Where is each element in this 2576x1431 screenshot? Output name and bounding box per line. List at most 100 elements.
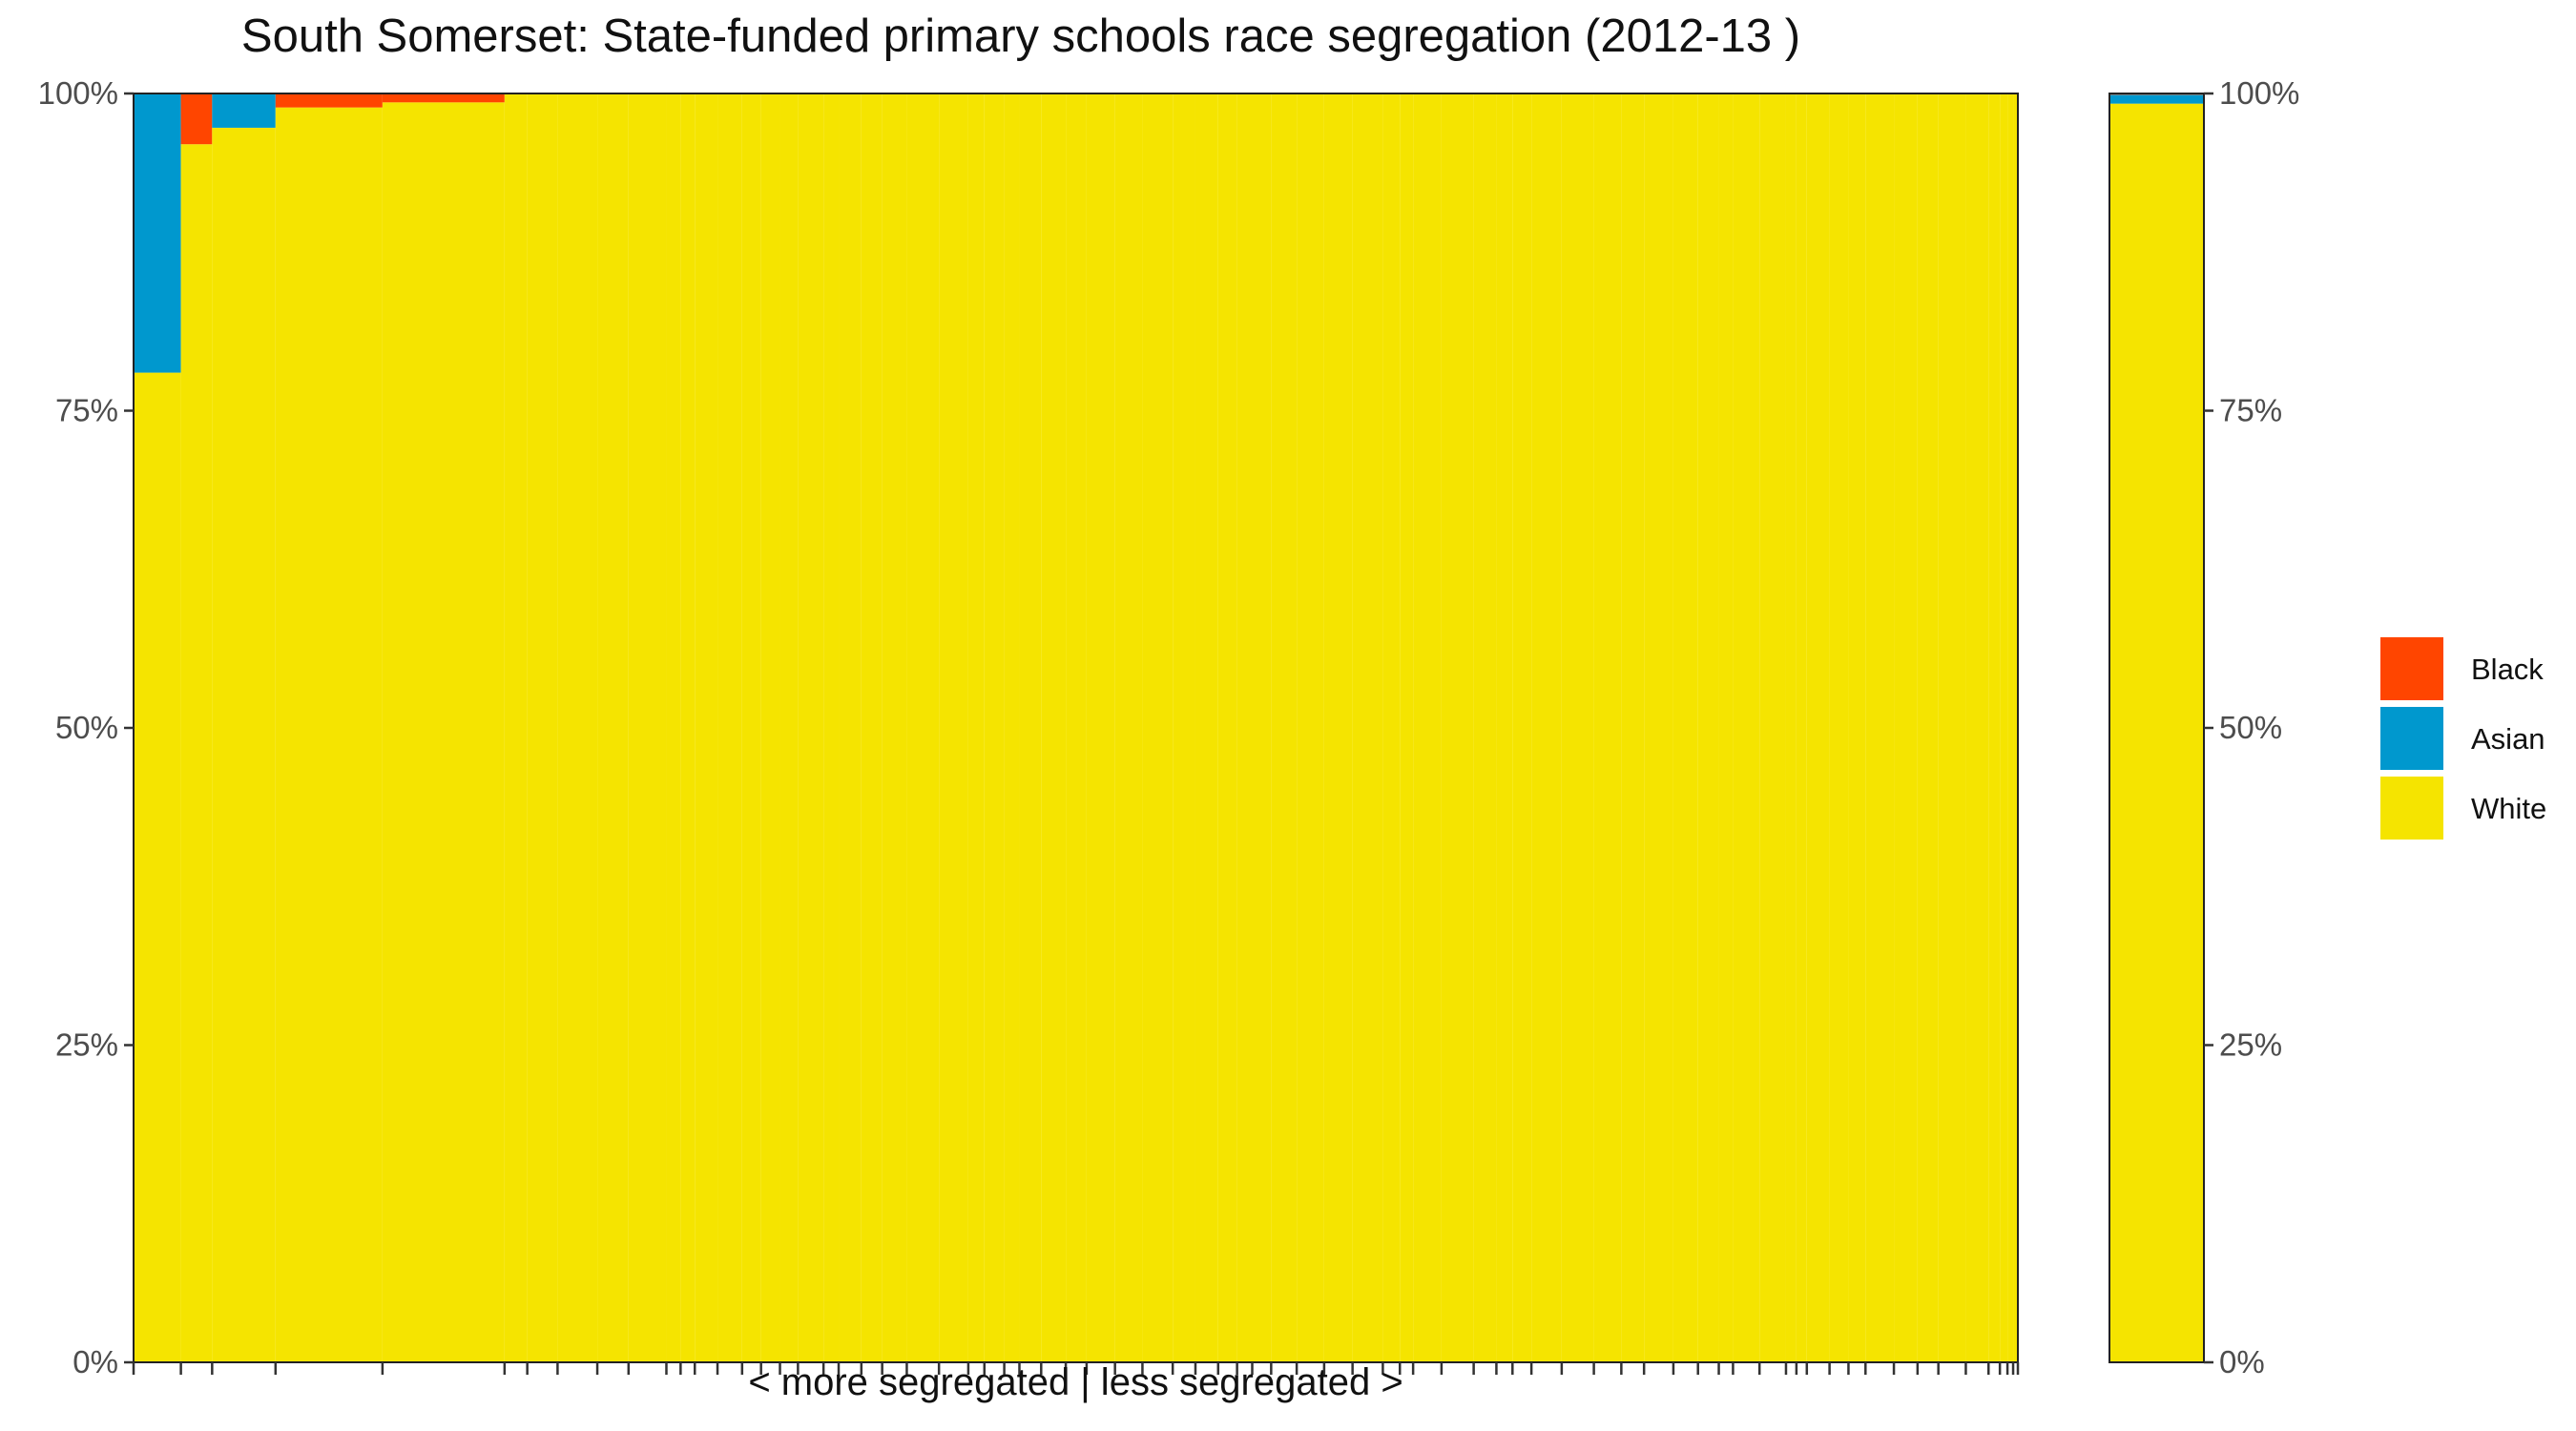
summary-plot-bars	[2109, 93, 2204, 1362]
school-bar-15-white-segment	[741, 93, 761, 1362]
summary-bar-asian-segment	[2109, 94, 2204, 104]
school-bar-30-white-segment	[1066, 93, 1087, 1362]
school-bar-19-white-segment	[823, 93, 840, 1362]
school-bar-71-white-segment	[2000, 93, 2008, 1362]
school-bar-56-white-segment	[1697, 93, 1719, 1362]
school-bar-3-asian-segment	[212, 93, 276, 128]
school-bar-3-white-segment	[212, 127, 276, 1362]
school-bar-5-white-segment	[382, 102, 505, 1362]
school-bar-20-white-segment	[839, 93, 862, 1362]
school-bar-4-white-segment	[275, 107, 383, 1362]
school-bar-1-white-segment	[134, 372, 181, 1363]
legend-label-black: Black	[2471, 653, 2544, 686]
school-bar-46-white-segment	[1441, 93, 1474, 1362]
school-bar-34-white-segment	[1173, 93, 1195, 1362]
school-bar-40-white-segment	[1297, 93, 1324, 1362]
school-bar-13-white-segment	[695, 93, 718, 1362]
school-bar-65-white-segment	[1865, 93, 1895, 1362]
school-bar-43-white-segment	[1382, 93, 1401, 1362]
school-bar-58-white-segment	[1733, 93, 1760, 1362]
school-bar-37-white-segment	[1236, 93, 1253, 1362]
school-bar-4-black-segment	[275, 93, 383, 108]
school-bar-41-white-segment	[1323, 93, 1353, 1362]
school-bar-18-white-segment	[798, 93, 824, 1362]
school-bar-32-white-segment	[1114, 93, 1143, 1362]
legend-key-asian	[2380, 707, 2443, 770]
school-bar-64-white-segment	[1848, 93, 1866, 1362]
y-tick-label-right: 0%	[2219, 1344, 2265, 1379]
school-bar-6-white-segment	[504, 93, 528, 1362]
y-tick-label-left: 25%	[55, 1027, 118, 1063]
school-bar-63-white-segment	[1829, 93, 1849, 1362]
school-bar-25-white-segment	[967, 93, 985, 1362]
school-bar-70-white-segment	[1988, 93, 2001, 1362]
school-bar-9-white-segment	[597, 93, 629, 1362]
school-bar-27-white-segment	[1004, 93, 1020, 1362]
school-bar-2-black-segment	[180, 93, 213, 145]
school-bar-57-white-segment	[1718, 93, 1734, 1362]
school-bar-47-white-segment	[1473, 93, 1497, 1362]
chart-title: South Somerset: State-funded primary sch…	[240, 10, 1801, 62]
y-axis-right: 0% 25% 50% 75% 100%	[2204, 75, 2299, 1379]
school-bar-68-white-segment	[1938, 93, 1966, 1362]
y-tick-label-left: 75%	[55, 393, 118, 428]
y-tick-label-right: 25%	[2219, 1027, 2282, 1063]
school-bar-5-black-segment	[382, 93, 505, 103]
y-tick-label-right: 75%	[2219, 393, 2282, 428]
school-bar-21-white-segment	[861, 93, 883, 1362]
y-tick-label-left: 100%	[38, 75, 118, 111]
school-bar-66-white-segment	[1894, 93, 1918, 1362]
school-bar-50-white-segment	[1531, 93, 1562, 1362]
legend-key-white	[2380, 777, 2443, 840]
school-bar-51-white-segment	[1561, 93, 1594, 1362]
school-bar-14-white-segment	[717, 93, 742, 1362]
legend-key-black	[2380, 637, 2443, 700]
school-bar-17-white-segment	[779, 93, 799, 1362]
school-bar-62-white-segment	[1806, 93, 1830, 1362]
school-bar-36-white-segment	[1217, 93, 1237, 1362]
school-bar-12-white-segment	[680, 93, 696, 1362]
school-bar-31-white-segment	[1086, 93, 1115, 1362]
school-bar-52-white-segment	[1593, 93, 1622, 1362]
school-bar-10-white-segment	[628, 93, 667, 1362]
x-axis-caption: < more segregated | less segregated >	[748, 1361, 1403, 1403]
school-bar-8-white-segment	[557, 93, 598, 1362]
legend-label-white: White	[2471, 792, 2546, 825]
school-bar-54-white-segment	[1644, 93, 1673, 1362]
school-bar-45-white-segment	[1413, 93, 1442, 1362]
school-bar-44-white-segment	[1400, 93, 1414, 1362]
school-bar-7-white-segment	[527, 93, 558, 1362]
school-bar-67-white-segment	[1917, 93, 1939, 1362]
school-bar-29-white-segment	[1041, 93, 1067, 1362]
school-bar-24-white-segment	[939, 93, 968, 1362]
school-bar-53-white-segment	[1621, 93, 1645, 1362]
y-tick-label-right: 100%	[2219, 75, 2299, 111]
school-bar-35-white-segment	[1195, 93, 1218, 1362]
legend: Black Asian White	[2380, 637, 2546, 840]
school-bar-72-white-segment	[2007, 93, 2014, 1362]
school-bar-69-white-segment	[1965, 93, 1989, 1362]
school-bar-49-white-segment	[1512, 93, 1532, 1362]
y-tick-label-left: 50%	[55, 710, 118, 745]
school-bar-42-white-segment	[1352, 93, 1383, 1362]
school-bar-61-white-segment	[1796, 93, 1807, 1362]
main-plot-bars	[134, 93, 2018, 1363]
school-bar-26-white-segment	[984, 93, 1005, 1362]
y-axis-left: 0% 25% 50% 75% 100%	[38, 75, 134, 1379]
school-bar-59-white-segment	[1759, 93, 1786, 1362]
school-bar-48-white-segment	[1496, 93, 1513, 1362]
school-bar-38-white-segment	[1252, 93, 1272, 1362]
school-bar-39-white-segment	[1271, 93, 1298, 1362]
school-bar-11-white-segment	[666, 93, 681, 1362]
summary-bar-white-segment	[2109, 103, 2204, 1362]
y-tick-label-right: 50%	[2219, 710, 2282, 745]
school-bar-33-white-segment	[1142, 93, 1174, 1362]
school-bar-22-white-segment	[882, 93, 907, 1362]
x-axis-ticks	[132, 1362, 2020, 1375]
y-tick-label-left: 0%	[73, 1344, 118, 1379]
school-bar-60-white-segment	[1785, 93, 1797, 1362]
school-bar-16-white-segment	[760, 93, 780, 1362]
school-bar-1-asian-segment	[134, 93, 181, 373]
school-bar-2-white-segment	[180, 144, 213, 1363]
